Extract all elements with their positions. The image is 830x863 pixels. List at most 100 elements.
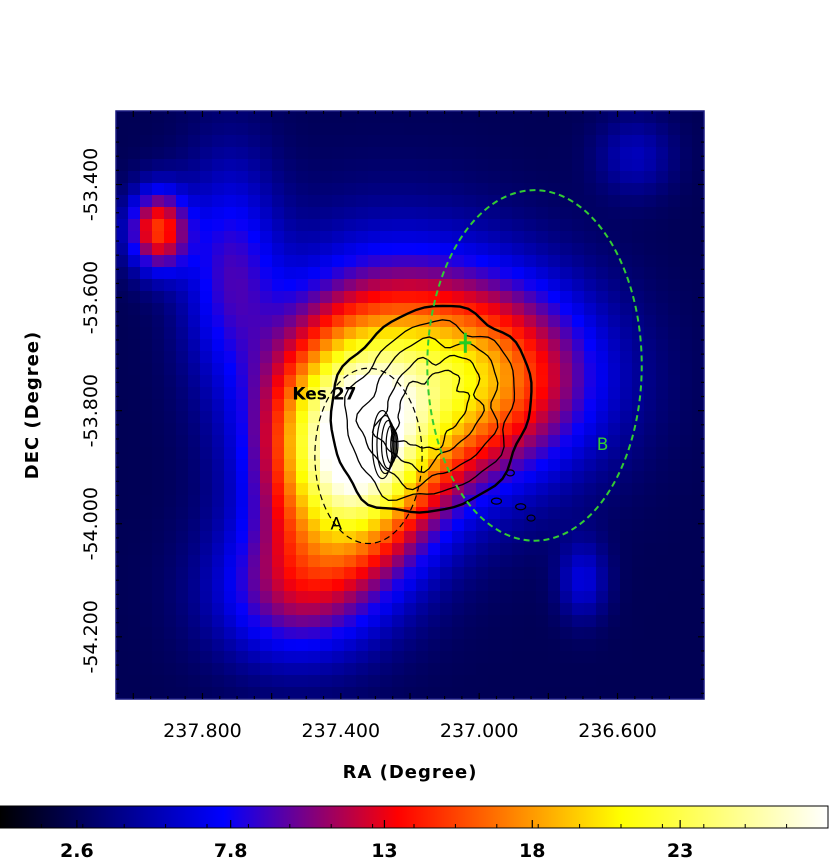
heatmap-cell [128, 387, 141, 400]
heatmap-cell [200, 543, 213, 556]
heatmap-cell [404, 339, 417, 352]
heatmap-cell [560, 423, 573, 436]
heatmap-cell [320, 423, 333, 436]
heatmap-cell [344, 315, 357, 328]
heatmap-cell [380, 135, 393, 148]
heatmap-cell [440, 579, 453, 592]
heatmap-cell [200, 615, 213, 628]
heatmap-cell [356, 135, 369, 148]
heatmap-cell [284, 519, 297, 532]
heatmap-cell [536, 687, 549, 699]
heatmap-cell [308, 459, 321, 472]
heatmap-cell [416, 159, 429, 172]
heatmap-cell [176, 687, 189, 699]
heatmap-cell [548, 579, 561, 592]
heatmap-cell [512, 675, 525, 688]
heatmap-cell [140, 399, 153, 412]
heatmap-cell [512, 423, 525, 436]
heatmap-cell [368, 615, 381, 628]
annotation-label: Kes 27 [292, 384, 356, 404]
heatmap-cell [320, 447, 333, 460]
heatmap-cell [692, 171, 704, 184]
heatmap-cell [620, 663, 633, 676]
heatmap-cell [548, 435, 561, 448]
heatmap-cell [512, 555, 525, 568]
heatmap-cell [320, 219, 333, 232]
heatmap-cell [200, 531, 213, 544]
heatmap-cell [224, 543, 237, 556]
heatmap-cell [512, 459, 525, 472]
heatmap-cell [656, 411, 669, 424]
heatmap-cell [644, 255, 657, 268]
heatmap-cell [188, 543, 201, 556]
heatmap-cell [116, 519, 129, 532]
heatmap-cell [260, 435, 273, 448]
heatmap-cell [224, 195, 237, 208]
heatmap-cell [572, 447, 585, 460]
heatmap-cell [284, 435, 297, 448]
heatmap-cell [476, 231, 489, 244]
heatmap-cell [524, 459, 537, 472]
heatmap-cell [260, 411, 273, 424]
heatmap-cell [596, 447, 609, 460]
heatmap-cell [332, 327, 345, 340]
heatmap-cell [224, 483, 237, 496]
heatmap-cell [488, 591, 501, 604]
heatmap-cell [332, 519, 345, 532]
heatmap-cell [332, 183, 345, 196]
heatmap-cell [344, 399, 357, 412]
heatmap-cell [428, 663, 441, 676]
heatmap-cell [656, 387, 669, 400]
heatmap-cell [488, 651, 501, 664]
heatmap-cell [440, 195, 453, 208]
heatmap-cell [212, 495, 225, 508]
heatmap-cell [200, 123, 213, 136]
heatmap-cell [356, 615, 369, 628]
heatmap-cell [644, 507, 657, 520]
heatmap-cell [596, 315, 609, 328]
heatmap-cell [212, 687, 225, 699]
contour-line [390, 429, 399, 460]
heatmap-cell [236, 519, 249, 532]
heatmap-cell [560, 591, 573, 604]
heatmap-cell [644, 387, 657, 400]
heatmap-cell [524, 675, 537, 688]
heatmap-cell [344, 639, 357, 652]
heatmap-cell [272, 447, 285, 460]
heatmap-cell [344, 255, 357, 268]
heatmap-cell [236, 375, 249, 388]
heatmap-cell [140, 135, 153, 148]
heatmap-cell [560, 507, 573, 520]
heatmap-cell [224, 579, 237, 592]
heatmap-cell [164, 255, 177, 268]
heatmap-cell [560, 243, 573, 256]
heatmap-cell [152, 411, 165, 424]
heatmap-cell [236, 159, 249, 172]
heatmap-cell [632, 543, 645, 556]
heatmap-cell [416, 531, 429, 544]
heatmap-cell [248, 183, 261, 196]
heatmap-cell [320, 543, 333, 556]
heatmap-cell [284, 375, 297, 388]
heatmap-cell [176, 567, 189, 580]
heatmap-cell [608, 219, 621, 232]
heatmap-cell [692, 147, 704, 160]
heatmap-cell [164, 183, 177, 196]
heatmap-cell [656, 195, 669, 208]
heatmap-cell [620, 459, 633, 472]
heatmap-cell [560, 495, 573, 508]
heatmap-cell [320, 255, 333, 268]
heatmap-cell [512, 231, 525, 244]
heatmap-cell [212, 303, 225, 316]
heatmap-cell [284, 459, 297, 472]
heatmap-cell [260, 603, 273, 616]
heatmap-cell [176, 351, 189, 364]
heatmap-cell [128, 243, 141, 256]
heatmap-cell [284, 111, 297, 124]
heatmap-cell [176, 219, 189, 232]
heatmap-cell [212, 363, 225, 376]
heatmap-cell [584, 279, 597, 292]
heatmap-cell [272, 507, 285, 520]
heatmap-cell [164, 567, 177, 580]
heatmap-cell [416, 615, 429, 628]
